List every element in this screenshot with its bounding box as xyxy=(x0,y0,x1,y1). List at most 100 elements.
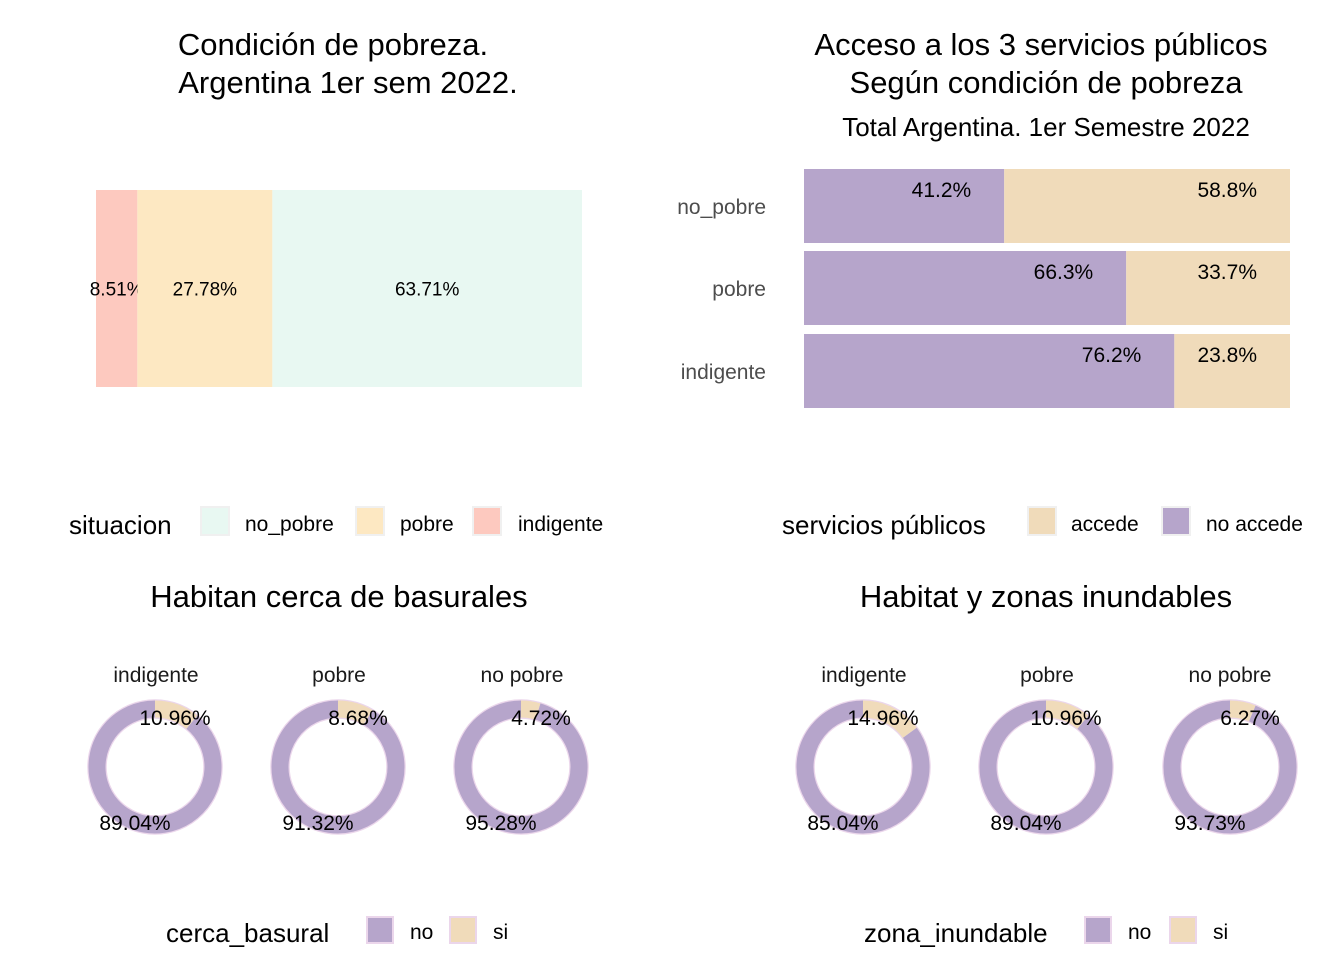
legend-swatch-donut_no xyxy=(366,916,394,944)
data-label: 23.8% xyxy=(1197,344,1257,367)
bar-no_accede xyxy=(804,251,1127,325)
donut-label-no: 89.04% xyxy=(99,812,170,835)
legend-swatch-donut_no xyxy=(1084,916,1112,944)
panel-servicios: Acceso a los 3 servicios públicos Según … xyxy=(677,27,1303,540)
facet-label: indigente xyxy=(113,664,198,687)
legend-label: accede xyxy=(1071,513,1139,536)
facet-label: indigente xyxy=(821,664,906,687)
donut-inner-border xyxy=(1180,717,1280,817)
donut-outer-border xyxy=(795,699,931,835)
chart-subtitle: Total Argentina. 1er Semestre 2022 xyxy=(842,112,1250,142)
donut-inner-border xyxy=(996,717,1096,817)
legend-label: si xyxy=(493,921,508,944)
legend-label: no xyxy=(410,921,433,944)
donut-label-no: 95.28% xyxy=(465,812,536,835)
donut-label-no: 93.73% xyxy=(1174,812,1245,835)
panel-pobreza: Condición de pobreza. Argentina 1er sem … xyxy=(69,27,603,540)
legend-label: si xyxy=(1213,921,1228,944)
bar-group: no_pobre 41.2% 58.8% pobre 66.3% 33.7% indigen… xyxy=(677,169,1290,408)
bar-group: 8.51% 27.78% 63.71% xyxy=(90,190,582,387)
legend-label: no accede xyxy=(1206,513,1303,536)
legend-swatch-accede xyxy=(1027,506,1057,536)
legend-swatch-no_accede xyxy=(1161,506,1191,536)
legend: situacion no_pobre pobre indigente xyxy=(69,506,603,540)
panel-inundables: Habitat y zonas inundables indigente 14.9… xyxy=(795,579,1298,948)
donut-inner-border xyxy=(471,717,571,817)
donut-slice-si xyxy=(1045,700,1089,730)
legend-swatch-donut_si xyxy=(1169,916,1197,944)
facet-label: no pobre xyxy=(481,664,564,687)
facet-label: no pobre xyxy=(1189,664,1272,687)
legend: zona_inundable no si xyxy=(864,916,1228,948)
donut-inner-border xyxy=(288,717,388,817)
chart-title: Habitat y zonas inundables xyxy=(860,579,1232,614)
donut-slice-si xyxy=(862,700,917,739)
legend: servicios públicos accede no accede xyxy=(782,506,1303,540)
donut-slice-no xyxy=(796,700,930,834)
donut-slice-no xyxy=(979,700,1113,834)
data-label: 76.2% xyxy=(1082,344,1142,367)
donut-group: indigente 10.96% 89.04% pobre 8.68% 91.32% no … xyxy=(87,664,589,835)
legend-swatch-indigente xyxy=(472,506,502,536)
legend-swatch-no_pobre xyxy=(200,506,230,536)
data-label: 41.2% xyxy=(912,179,972,202)
donut-label-no: 89.04% xyxy=(990,812,1061,835)
donut-slice-no xyxy=(1163,700,1297,834)
chart-title-line-2: Según condición de pobreza xyxy=(850,65,1244,100)
bar-no_accede xyxy=(804,334,1175,408)
donut-slice-si xyxy=(520,700,541,720)
donut-label-si: 10.96% xyxy=(139,707,210,730)
legend: cerca_basural no si xyxy=(166,916,508,948)
chart-title: Habitan cerca de basurales xyxy=(150,579,527,614)
bar-pobre xyxy=(137,190,273,387)
axis-tick-label: indigente xyxy=(681,361,766,384)
panel-basurales: Habitan cerca de basurales indigente 10.9… xyxy=(87,579,589,948)
data-label: 66.3% xyxy=(1034,261,1094,284)
donut-outer-border xyxy=(87,699,223,835)
bar-accede xyxy=(1004,169,1290,243)
bar-no_accede xyxy=(804,169,1005,243)
bar-indigente xyxy=(96,190,138,387)
facet-label: pobre xyxy=(312,664,366,687)
bar-accede xyxy=(1174,334,1290,408)
axis-tick-label: no_pobre xyxy=(677,196,766,219)
donut-outer-border xyxy=(1162,699,1298,835)
donut-label-no: 91.32% xyxy=(282,812,353,835)
legend-title: situacion xyxy=(69,510,172,540)
legend-label: pobre xyxy=(400,513,454,536)
donut-label-si: 6.27% xyxy=(1220,707,1280,730)
donut-slice-si xyxy=(1229,700,1256,722)
data-label: 33.7% xyxy=(1197,261,1257,284)
donut-outer-border xyxy=(978,699,1114,835)
data-label: 58.8% xyxy=(1197,179,1257,202)
chart-title-line-1: Condición de pobreza. xyxy=(178,27,488,62)
data-label: 63.71% xyxy=(395,280,460,301)
donut-label-si: 14.96% xyxy=(847,707,918,730)
donut-slice-no xyxy=(271,700,405,834)
donut-slice-si xyxy=(337,700,373,725)
chart-title-line-1: Acceso a los 3 servicios públicos xyxy=(814,27,1267,62)
legend-title: zona_inundable xyxy=(864,918,1048,948)
donut-slice-si xyxy=(154,700,198,730)
legend-label: no_pobre xyxy=(245,513,334,536)
legend-swatch-pobre xyxy=(355,506,385,536)
data-label: 8.51% xyxy=(90,280,144,301)
donut-label-no: 85.04% xyxy=(807,812,878,835)
bar-no_pobre xyxy=(272,190,582,387)
facet-label: pobre xyxy=(1020,664,1074,687)
bar-accede xyxy=(1126,251,1290,325)
donut-label-si: 10.96% xyxy=(1030,707,1101,730)
donut-outer-border xyxy=(453,699,589,835)
legend-title: cerca_basural xyxy=(166,918,329,948)
donut-label-si: 4.72% xyxy=(511,707,571,730)
donut-inner-border xyxy=(813,717,913,817)
axis-tick-label: pobre xyxy=(712,278,766,301)
data-label: 27.78% xyxy=(173,280,238,301)
legend-label: indigente xyxy=(518,513,603,536)
donut-outer-border xyxy=(270,699,406,835)
donut-slice-no xyxy=(454,700,588,834)
donut-label-si: 8.68% xyxy=(328,707,388,730)
legend-title: servicios públicos xyxy=(782,510,986,540)
donut-inner-border xyxy=(105,717,205,817)
